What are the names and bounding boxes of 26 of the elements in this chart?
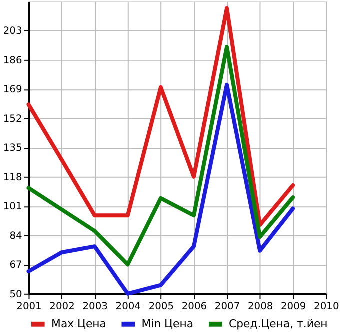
legend-label: Min Цена: [142, 317, 194, 330]
x-tick-label: 2007: [214, 301, 240, 312]
x-tick-label: 2004: [116, 301, 141, 312]
line-series: [26, 6, 296, 228]
y-tick-label: 50: [10, 289, 22, 300]
y-tick-label: 169: [3, 84, 22, 96]
x-tick-label: 2008: [248, 301, 274, 312]
line-series: [26, 45, 296, 267]
y-tick-label: 101: [3, 202, 22, 213]
y-tick-label: 135: [3, 143, 22, 154]
x-tick-label: 2005: [148, 301, 174, 312]
x-tick-label: 2009: [281, 301, 306, 312]
y-tick-label: 118: [3, 172, 22, 184]
y-tick-label: 67: [10, 260, 22, 272]
legend-label: Max Цена: [52, 317, 106, 330]
x-tick-label: 2002: [50, 301, 75, 312]
x-tick-label: 2001: [16, 301, 42, 312]
line-series: [26, 82, 296, 296]
y-tick-label: 152: [3, 114, 22, 125]
y-tick-label: 203: [3, 26, 22, 38]
x-tick-label: 2003: [82, 301, 108, 312]
x-tick-label: 2010: [314, 301, 340, 312]
y-tick-label: 84: [10, 230, 22, 242]
y-tick-label: 186: [3, 55, 22, 66]
x-tick-label: 2006: [182, 301, 208, 312]
legend-label: Сред.Цена, т.йен: [229, 317, 328, 330]
